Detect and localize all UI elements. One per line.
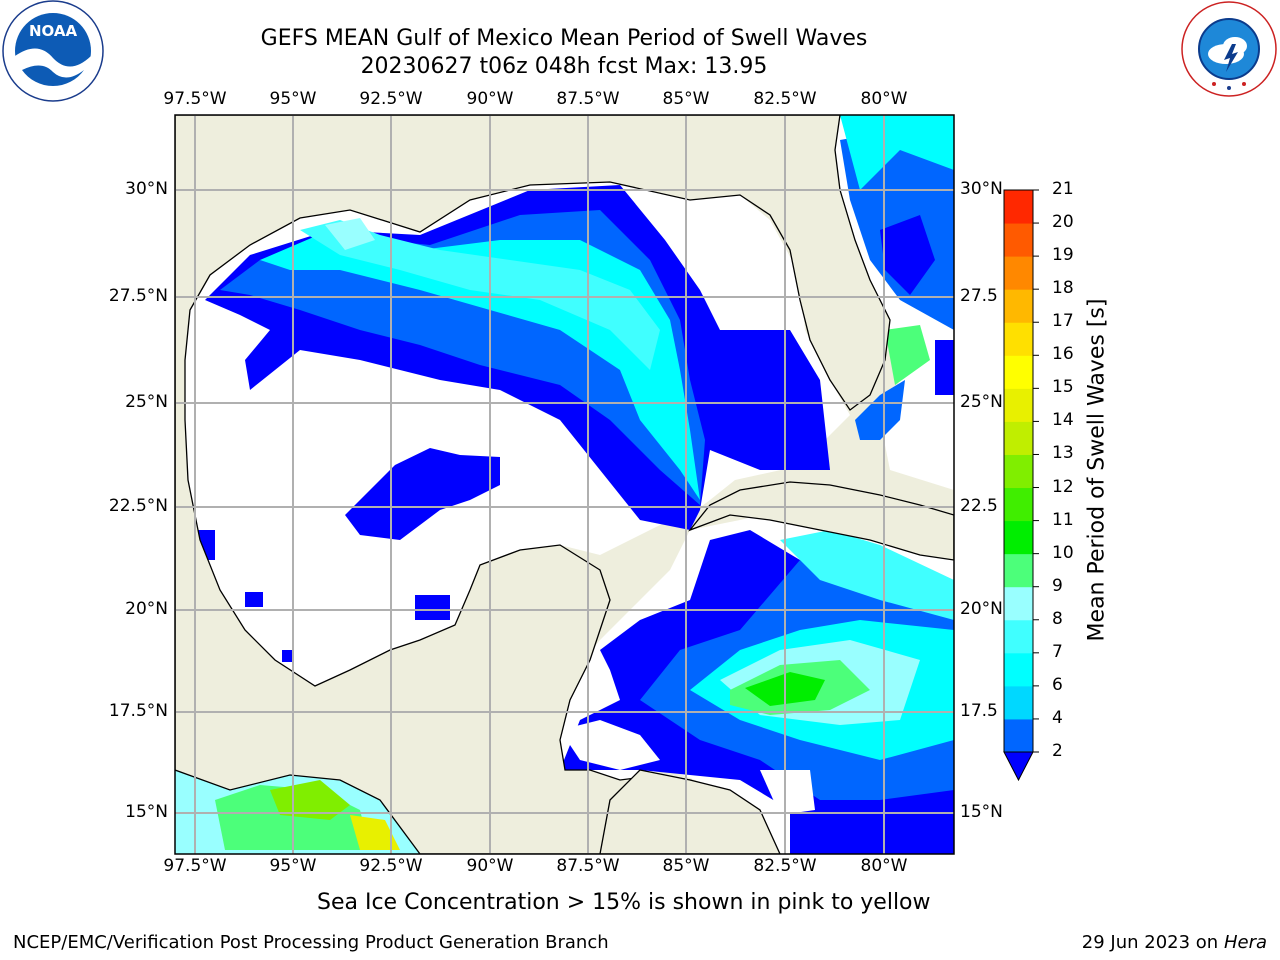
map-frame xyxy=(174,114,955,855)
colorbar-tick-label: 4 xyxy=(1052,707,1063,728)
colorbar-extend-arrow xyxy=(1003,751,1034,782)
colorbar-title: Mean Period of Swell Waves [s] xyxy=(1084,298,1110,642)
swell-patch-central xyxy=(345,448,500,540)
colorbar-tick-label: 19 xyxy=(1052,245,1074,266)
lon-label: 87.5°W xyxy=(556,89,620,109)
colorbar-tick-label: 11 xyxy=(1052,509,1074,530)
lon-label: 92.5°W xyxy=(359,89,423,109)
colorbar-segment xyxy=(1004,388,1033,422)
lat-label: 30°N xyxy=(960,179,1003,199)
footer-host: Hera xyxy=(1223,932,1267,953)
lon-label: 82.5°W xyxy=(753,89,817,109)
nws-logo xyxy=(1181,1,1277,97)
chart-subtitle: 20230627 t06z 048h fcst Max: 13.95 xyxy=(360,54,768,79)
lat-label: 15°N xyxy=(960,802,1003,822)
lat-label: 17.5 xyxy=(960,701,998,721)
lat-label: 27.5°N xyxy=(108,286,168,306)
lat-label: 25°N xyxy=(125,392,168,412)
lat-label: 20°N xyxy=(125,599,168,619)
colorbar-tick-label: 10 xyxy=(1052,542,1074,563)
colorbar-tick-label: 20 xyxy=(1052,212,1074,233)
lon-label: 90°W xyxy=(466,89,514,109)
chart-title: GEFS MEAN Gulf of Mexico Mean Period of … xyxy=(260,26,868,51)
colorbar-segment xyxy=(1004,586,1033,621)
lon-label: 97.5°W xyxy=(163,856,227,876)
colorbar-tick-label: 18 xyxy=(1052,278,1074,299)
footer-date-text: 29 Jun 2023 on xyxy=(1081,932,1219,953)
colorbar-tick-label: 7 xyxy=(1052,641,1063,662)
lat-label: 30°N xyxy=(125,179,168,199)
colorbar-frame xyxy=(1003,189,1034,753)
colorbar-tick-label: 9 xyxy=(1052,575,1063,596)
colorbar-tick-label: 21 xyxy=(1052,179,1074,199)
footer-date: 29 Jun 2023 on Hera xyxy=(1082,932,1267,953)
lon-label: 95°W xyxy=(269,89,317,109)
colorbar-segment xyxy=(1004,355,1033,389)
colorbar-tick-label: 15 xyxy=(1052,377,1074,398)
lon-label: 92.5°W xyxy=(359,856,423,876)
colorbar-segment xyxy=(1004,619,1033,654)
lon-label: 82.5°W xyxy=(753,856,817,876)
colorbar-tick-label: 8 xyxy=(1052,608,1063,629)
lon-label: 95°W xyxy=(269,856,317,876)
sea-ice-caption: Sea Ice Concentration > 15% is shown in … xyxy=(317,890,931,915)
colorbar-segment xyxy=(1004,289,1033,323)
colorbar-tick-label: 14 xyxy=(1052,410,1074,431)
noaa-logo-text: NOAA xyxy=(29,22,78,40)
colorbar-segment xyxy=(1004,454,1033,489)
colorbar-tick-label: 17 xyxy=(1052,311,1074,332)
colorbar-tick-label: 16 xyxy=(1052,344,1074,365)
colorbar-segment xyxy=(1004,223,1033,257)
lat-label: 22.5 xyxy=(960,496,998,516)
colorbar-segment xyxy=(1004,652,1033,687)
lat-label: 17.5°N xyxy=(108,701,168,721)
lat-label: 15°N xyxy=(125,802,168,822)
lon-label: 80°W xyxy=(860,89,908,109)
colorbar-tick-label: 2 xyxy=(1052,741,1063,761)
colorbar-segment xyxy=(1004,553,1033,588)
map-gridlines xyxy=(175,115,954,854)
lon-label: 90°W xyxy=(466,856,514,876)
colorbar-segment xyxy=(1004,421,1033,455)
lon-label: 80°W xyxy=(860,856,908,876)
lat-label: 25°N xyxy=(960,392,1003,412)
lon-label: 97.5°W xyxy=(163,89,227,109)
colorbar-tick-label: 6 xyxy=(1052,674,1063,695)
lat-label: 27.5 xyxy=(960,286,998,306)
colorbar-segment xyxy=(1004,520,1033,555)
colorbar-segment xyxy=(1004,322,1033,356)
colorbar-segment xyxy=(1004,487,1033,522)
colorbar-tick-label: 13 xyxy=(1052,443,1074,464)
lat-label: 22.5°N xyxy=(108,496,168,516)
footer-credit: NCEP/EMC/Verification Post Processing Pr… xyxy=(13,932,609,953)
lat-label: 20°N xyxy=(960,599,1003,619)
colorbar-segment xyxy=(1004,718,1033,753)
colorbar-segment xyxy=(1004,685,1033,720)
lon-label: 85°W xyxy=(662,89,710,109)
lon-label: 85°W xyxy=(662,856,710,876)
colorbar-segment xyxy=(1004,190,1033,224)
land-cuba xyxy=(688,481,954,561)
noaa-logo: NOAA xyxy=(2,0,104,102)
lon-label: 87.5°W xyxy=(556,856,620,876)
colorbar-segment xyxy=(1004,256,1033,290)
colorbar-tick-label: 12 xyxy=(1052,476,1074,497)
